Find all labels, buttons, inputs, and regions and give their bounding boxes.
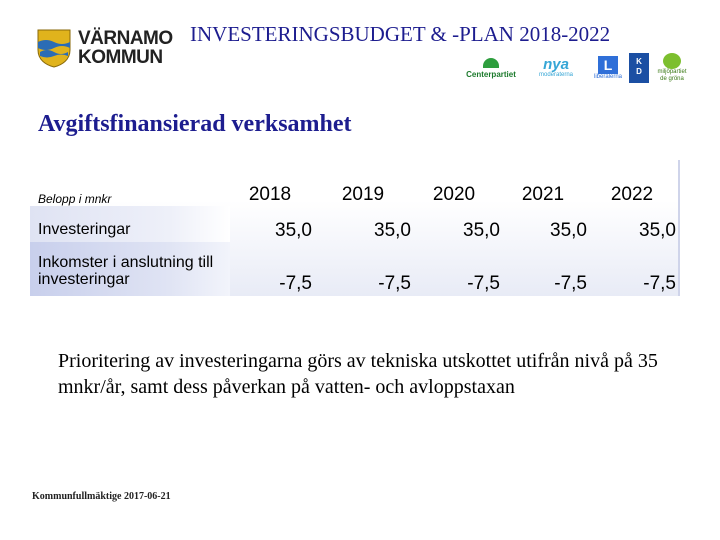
row-label-inkomster: Inkomster i anslutning till investeringa… [38, 254, 214, 288]
party-logos: Centerpartiet nya moderaterna L liberale… [460, 50, 690, 86]
clover-icon [483, 57, 499, 68]
cell-investeringar-2022: 35,0 [639, 220, 676, 241]
priority-paragraph: Prioritering av investeringarna görs av … [58, 350, 658, 398]
cell-inkomster-2021: -7,5 [554, 273, 587, 294]
cell-investeringar-2021: 35,0 [550, 220, 587, 241]
moderaterna-logo: nya moderaterna [538, 56, 574, 78]
row-label-bg-investeringar [30, 206, 230, 242]
kd-logo: K D [628, 50, 650, 86]
year-header-2019: 2019 [341, 184, 385, 205]
row-label-bg-inkomster [30, 242, 230, 296]
cell-inkomster-2022: -7,5 [643, 273, 676, 294]
dandelion-icon [663, 53, 681, 69]
cell-investeringar-2020: 35,0 [463, 220, 500, 241]
logo-text-kommun: KOMMUN [78, 47, 163, 68]
cell-inkomster-2019: -7,5 [378, 273, 411, 294]
footer-date: Kommunfullmäktige 2017-06-21 [32, 491, 171, 502]
unit-label: Belopp i mnkr [38, 192, 112, 206]
centerpartiet-logo: Centerpartiet [460, 50, 522, 86]
municipal-crest-icon [37, 29, 71, 68]
year-header-2021: 2021 [521, 184, 565, 205]
cell-inkomster-2020: -7,5 [467, 273, 500, 294]
logo-text-varnamo: VÄRNAMO [78, 28, 173, 49]
row-label-investeringar: Investeringar [38, 221, 131, 238]
miljopartiet-logo: miljöpartiet de gröna [652, 50, 692, 86]
cell-investeringar-2018: 35,0 [275, 220, 312, 241]
cell-investeringar-2019: 35,0 [374, 220, 411, 241]
liberalerna-logo: L liberalerna [593, 56, 623, 80]
section-subtitle: Avgiftsfinansierad verksamhet [38, 111, 352, 137]
page-title: INVESTERINGSBUDGET & -PLAN 2018-2022 [190, 22, 611, 46]
table-edge [678, 160, 680, 296]
cell-inkomster-2018: -7,5 [279, 273, 312, 294]
varnamo-kommun-logo: VÄRNAMO KOMMUN [36, 24, 186, 70]
year-header-2022: 2022 [610, 184, 654, 205]
year-header-2020: 2020 [432, 184, 476, 205]
year-header-2018: 2018 [248, 184, 292, 205]
